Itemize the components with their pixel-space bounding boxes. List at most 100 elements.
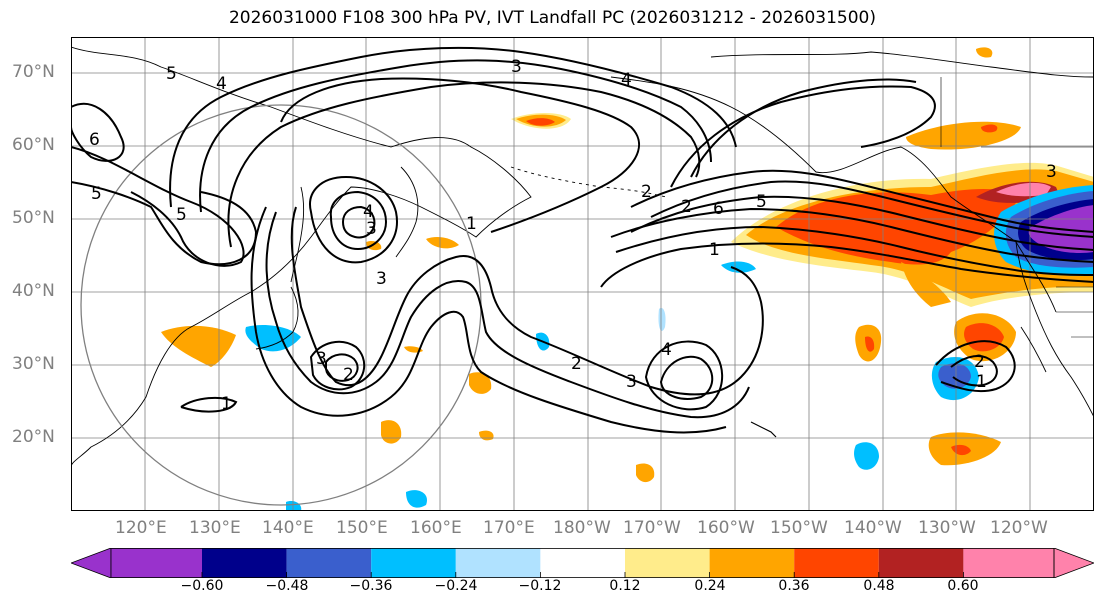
- shading-sub4-orange: [636, 463, 655, 483]
- contour-pv-4-upper: [169, 46, 737, 208]
- lon-label-150e: 150°E: [336, 518, 388, 538]
- contour-label: 5: [176, 205, 187, 225]
- colorbar-extend-low: [71, 548, 112, 578]
- contour-pv-6-arctic: [71, 102, 125, 162]
- contour-pv-6-jet: [630, 169, 1094, 233]
- contour-label: 3: [1046, 162, 1057, 182]
- contour-label: 3: [626, 372, 637, 392]
- lon-label-120w: 120°W: [990, 518, 1048, 538]
- lon-label-130e: 130°E: [189, 518, 241, 538]
- colorbar-segment: [202, 548, 287, 578]
- colorbar-tick-label: 0.60: [947, 578, 979, 594]
- contour-label: 5: [756, 192, 767, 212]
- shading-alaska-red: [981, 124, 998, 133]
- colorbar-segment: [625, 548, 710, 578]
- lon-label-160e: 160°E: [410, 518, 462, 538]
- colorbar-tick-label: −0.48: [265, 578, 309, 594]
- shading-sub8-blue: [406, 490, 427, 508]
- map-title: 2026031000 F108 300 hPa PV, IVT Landfall…: [228, 8, 876, 28]
- lat-label-20n: 20°N: [12, 427, 55, 447]
- lat-label-40n: 40°N: [12, 281, 55, 301]
- contour-pv-3-low: [325, 353, 359, 382]
- colorbar-extend-high: [1053, 548, 1094, 578]
- lon-label-170w: 170°W: [623, 518, 681, 538]
- contour-label: 3: [366, 219, 377, 239]
- lat-label-30n: 30°N: [12, 354, 55, 374]
- colorbar-segment: [111, 548, 202, 578]
- coast-asia: [71, 46, 532, 468]
- shading-kuril-orange: [426, 237, 459, 249]
- contour-pv-3-upper: [199, 59, 712, 213]
- colorbar-tick-label: 0.12: [609, 578, 641, 594]
- lon-label-150w: 150°W: [770, 518, 828, 538]
- colorbar-ticks: [201, 572, 964, 578]
- colorbar-frame: [110, 548, 1055, 578]
- coast-japan: [255, 286, 299, 350]
- shading-sub9-blue: [286, 501, 302, 511]
- coast-canada-border: [940, 77, 1094, 148]
- contour-pv-2-jet: [615, 225, 1094, 276]
- contour-pv-1-jet: [600, 242, 1094, 288]
- lon-label-120e: 120°E: [115, 518, 167, 538]
- contour-label: 4: [661, 340, 672, 360]
- contour-pv-4-kuril: [329, 190, 388, 251]
- contour-pv-4-jet: [630, 195, 1094, 251]
- graticule: [71, 37, 1094, 511]
- coast-us-states: [1056, 286, 1094, 338]
- shading-sub1-red: [865, 336, 875, 352]
- lon-label-160w: 160°W: [697, 518, 755, 538]
- contour-label: 5: [91, 184, 102, 204]
- colorbar-segment: [963, 548, 1054, 578]
- contour-pv-jet-north2: [670, 85, 936, 188]
- lat-label-60n: 60°N: [12, 135, 55, 155]
- colorbar-tick-label: 0.36: [778, 578, 810, 594]
- shading-ecpac-blue: [721, 261, 756, 273]
- shading-pacific-blue2: [658, 307, 666, 331]
- contour-label: 5: [166, 64, 177, 84]
- colorbar-tick-label: 0.24: [694, 578, 726, 594]
- lat-label-50n: 50°N: [12, 208, 55, 228]
- contour-pv-1-south: [180, 396, 238, 413]
- contour-label: 3: [316, 349, 327, 369]
- contour-label: 4: [363, 202, 374, 222]
- contour-pv-2-mid: [265, 211, 750, 419]
- contour-label: 2: [571, 354, 582, 374]
- shading-pink: [996, 182, 1051, 197]
- colorbar-segment: [878, 548, 964, 578]
- coast-alaska-north: [710, 51, 1094, 78]
- contour-pv-3-hawaii: [659, 355, 714, 400]
- coast-hawaii: [750, 421, 777, 438]
- contour-labels: 5 4 3 4 6 5 5 4 3 1 3 2 2 6 5 1 2 3 2 3 …: [89, 57, 1057, 414]
- contour-pv-5-west-b: [71, 181, 258, 266]
- contour-pv-3-kuril: [309, 175, 398, 264]
- colorbar-segment: [455, 548, 541, 578]
- coast-sakhalin: [290, 186, 305, 283]
- contour-label: 2: [641, 182, 652, 202]
- shading-red-orange: [776, 189, 1021, 265]
- colorbar-segment: [286, 548, 372, 578]
- contour-pv-3-jet: [610, 207, 1094, 263]
- shading-bering-red: [526, 118, 555, 126]
- lon-label-180w: 180°W: [553, 518, 611, 538]
- shading-sub5-orange: [469, 372, 492, 394]
- shading-sub3-blue: [854, 442, 879, 470]
- contour-label: 6: [89, 130, 100, 150]
- colorbar-tick-label: −0.36: [349, 578, 393, 594]
- contour-pv-1-long: [290, 206, 764, 396]
- contour-label: 1: [709, 240, 720, 260]
- lon-label-130w: 130°W: [918, 518, 976, 538]
- contour-pv-3-mid: [250, 206, 727, 434]
- shading-japan-orange: [161, 325, 236, 367]
- map-frame: [71, 37, 1094, 511]
- pv-contours: [71, 46, 1094, 434]
- colorbar-tick-label: −0.12: [518, 578, 562, 594]
- contour-pv-2-loop: [280, 77, 641, 233]
- contour-label: 4: [216, 74, 227, 94]
- colorbar-tick-label: 0.48: [863, 578, 895, 594]
- contour-label: 1: [976, 372, 987, 392]
- colorbar-tick-label: −0.60: [180, 578, 224, 594]
- coast-kamchatka: [395, 166, 419, 258]
- contour-label: 2: [343, 365, 354, 385]
- contour-label: 3: [376, 269, 387, 289]
- map-panel: 5 4 3 4 6 5 5 4 3 1 3 2 2 6 5 1 2 3 2 3 …: [71, 37, 1094, 511]
